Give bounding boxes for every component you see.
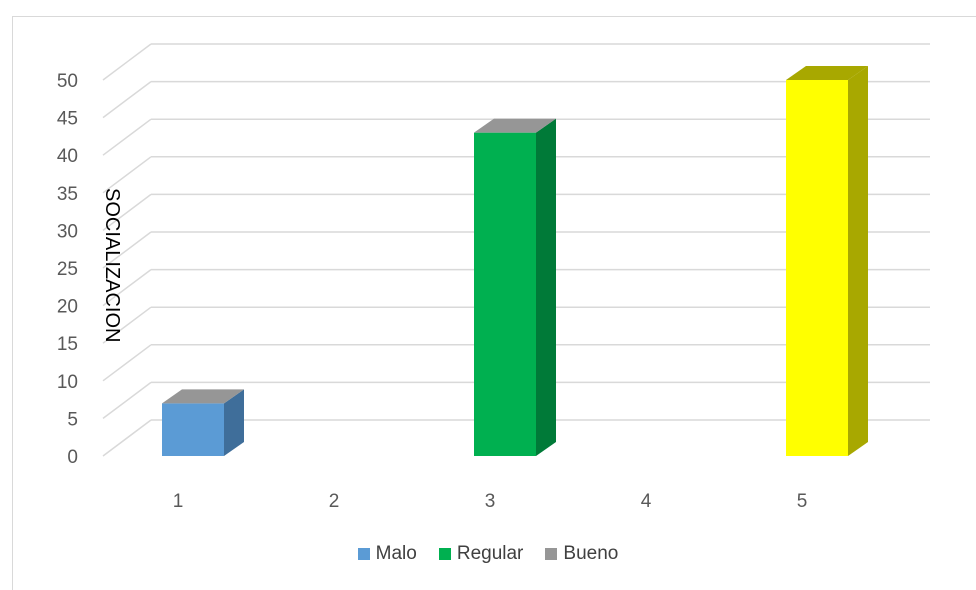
y-tick-label: 35: [57, 184, 78, 205]
bar-malo-1-side: [224, 389, 244, 456]
x-tick-label: 3: [485, 491, 496, 512]
legend-label-bueno: Bueno: [563, 543, 619, 564]
legend: Malo Regular Bueno: [0, 543, 976, 565]
gridline-diagonal: [102, 43, 152, 81]
gridline-diagonal: [102, 118, 152, 156]
bar-malo-1-top: [162, 389, 244, 404]
gridline-diagonal: [102, 269, 152, 307]
legend-item-bueno: Bueno: [545, 543, 618, 565]
bar-extra-5-front: [786, 80, 848, 456]
y-tick-label: 40: [57, 146, 78, 167]
gridline-diagonal: [102, 306, 152, 344]
legend-item-malo: Malo: [357, 543, 417, 565]
bar-regular-3-front: [474, 132, 536, 456]
gridline-diagonal: [102, 193, 152, 231]
x-tick-label: 1: [173, 491, 184, 512]
y-tick-label: 0: [67, 447, 78, 468]
chart-area: [12, 16, 976, 590]
gridline-diagonal: [102, 419, 152, 457]
y-tick-label: 10: [57, 372, 78, 393]
y-tick-label: 45: [57, 109, 78, 130]
bar-extra-5-side: [848, 66, 868, 456]
legend-swatch-regular: [438, 548, 451, 560]
y-tick-label: 20: [57, 297, 78, 318]
y-axis-title: SOCIALIZACION: [101, 188, 123, 342]
bar-extra-5-top: [786, 66, 868, 80]
bar-regular-3-side: [536, 118, 556, 456]
bar-malo-1-front: [162, 403, 224, 456]
gridline-diagonal: [102, 344, 152, 382]
legend-label-malo: Malo: [375, 543, 417, 564]
gridline-diagonal: [102, 231, 152, 269]
legend-swatch-malo: [357, 548, 370, 560]
y-tick-label: 5: [67, 409, 78, 430]
x-tick-label: 4: [641, 491, 652, 512]
legend-label-regular: Regular: [456, 543, 524, 564]
legend-item-regular: Regular: [438, 543, 524, 565]
y-tick-label: 15: [57, 334, 78, 355]
legend-swatch-bueno: [545, 548, 558, 560]
y-tick-label: 25: [57, 259, 78, 280]
gridline-diagonal: [102, 156, 152, 194]
bar-regular-3-top: [474, 118, 556, 133]
gridline-diagonal: [102, 80, 152, 119]
gridline-diagonal: [102, 381, 152, 419]
x-tick-label: 5: [797, 491, 808, 512]
y-tick-label: 50: [57, 71, 78, 92]
x-tick-label: 2: [329, 491, 340, 512]
y-tick-label: 30: [57, 221, 78, 242]
